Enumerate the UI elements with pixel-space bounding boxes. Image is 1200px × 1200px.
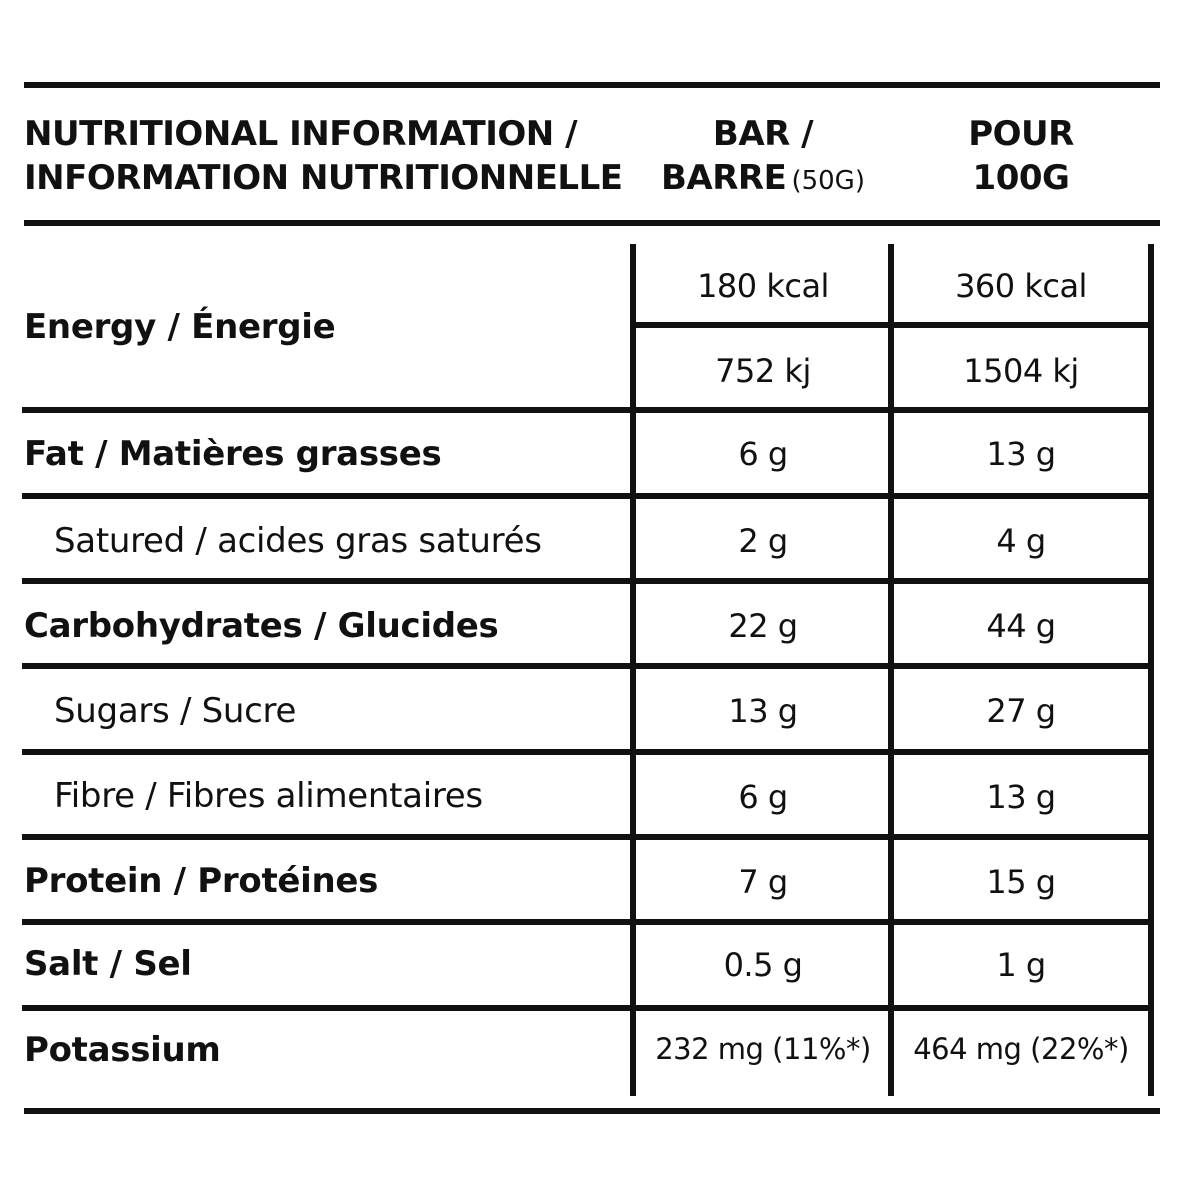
saturated-per100-value: 4 g [996,522,1046,560]
energy-per100-kj: 1504 kj [963,352,1079,390]
energy-inner-divider [630,322,1154,328]
fat-bar-value: 6 g [738,435,788,473]
carbohydrates-bar-value: 22 g [728,607,798,645]
protein-bar-value: 7 g [738,863,788,901]
header-rule [24,220,1160,226]
carbohydrates-label: Carbohydrates / Glucides [24,606,499,646]
sugars-bar-value: 13 g [728,692,798,730]
fibre-label: Fibre / Fibres alimentaires [54,776,483,816]
table-title-line2: INFORMATION NUTRITIONNELLE [24,158,623,198]
protein-label: Protein / Protéines [24,861,379,901]
potassium-bar-value: 232 mg (11%*) [655,1032,871,1066]
row-divider [22,1005,1154,1011]
row-divider [22,663,1154,669]
salt-bar-value: 0.5 g [723,946,803,984]
salt-label: Salt / Sel [24,944,192,984]
table-title-line1: NUTRITIONAL INFORMATION / [24,114,577,154]
protein-per100-value: 15 g [986,863,1056,901]
bottom-rule [24,1108,1160,1114]
fat-per100-value: 13 g [986,435,1056,473]
saturated-bar-value: 2 g [738,522,788,560]
bar-column-header-line2: BARRE (50G) [636,161,890,195]
sugars-per100-value: 27 g [986,692,1056,730]
fibre-per100-value: 13 g [986,778,1056,816]
bar-column-header-weight: (50G) [791,166,865,196]
fibre-bar-value: 6 g [738,778,788,816]
energy-bar-kj: 752 kj [715,352,811,390]
energy-label: Energy / Énergie [24,307,336,347]
column-divider-middle [888,244,894,1096]
row-divider [22,407,1154,413]
per100-column-header-line2: 100G [972,158,1070,198]
row-divider [22,578,1154,584]
energy-bar-kcal: 180 kcal [697,267,829,305]
per100-column-header-line1: POUR [968,114,1074,154]
row-divider [22,834,1154,840]
carbohydrates-per100-value: 44 g [986,607,1056,645]
row-divider [22,749,1154,755]
top-rule [24,82,1160,88]
potassium-per100-value: 464 mg (22%*) [913,1032,1129,1066]
bar-column-header-line1: BAR / [712,114,814,154]
row-divider [22,493,1154,499]
sugars-label: Sugars / Sucre [54,691,297,731]
potassium-label: Potassium [24,1030,221,1070]
column-divider-left [630,244,636,1096]
column-divider-right [1148,244,1154,1096]
row-divider [22,919,1154,925]
bar-column-header-label: BARRE [661,158,787,198]
salt-per100-value: 1 g [996,946,1046,984]
energy-per100-kcal: 360 kcal [955,267,1087,305]
fat-label: Fat / Matières grasses [24,434,442,474]
saturated-label: Satured / acides gras saturés [54,521,542,561]
